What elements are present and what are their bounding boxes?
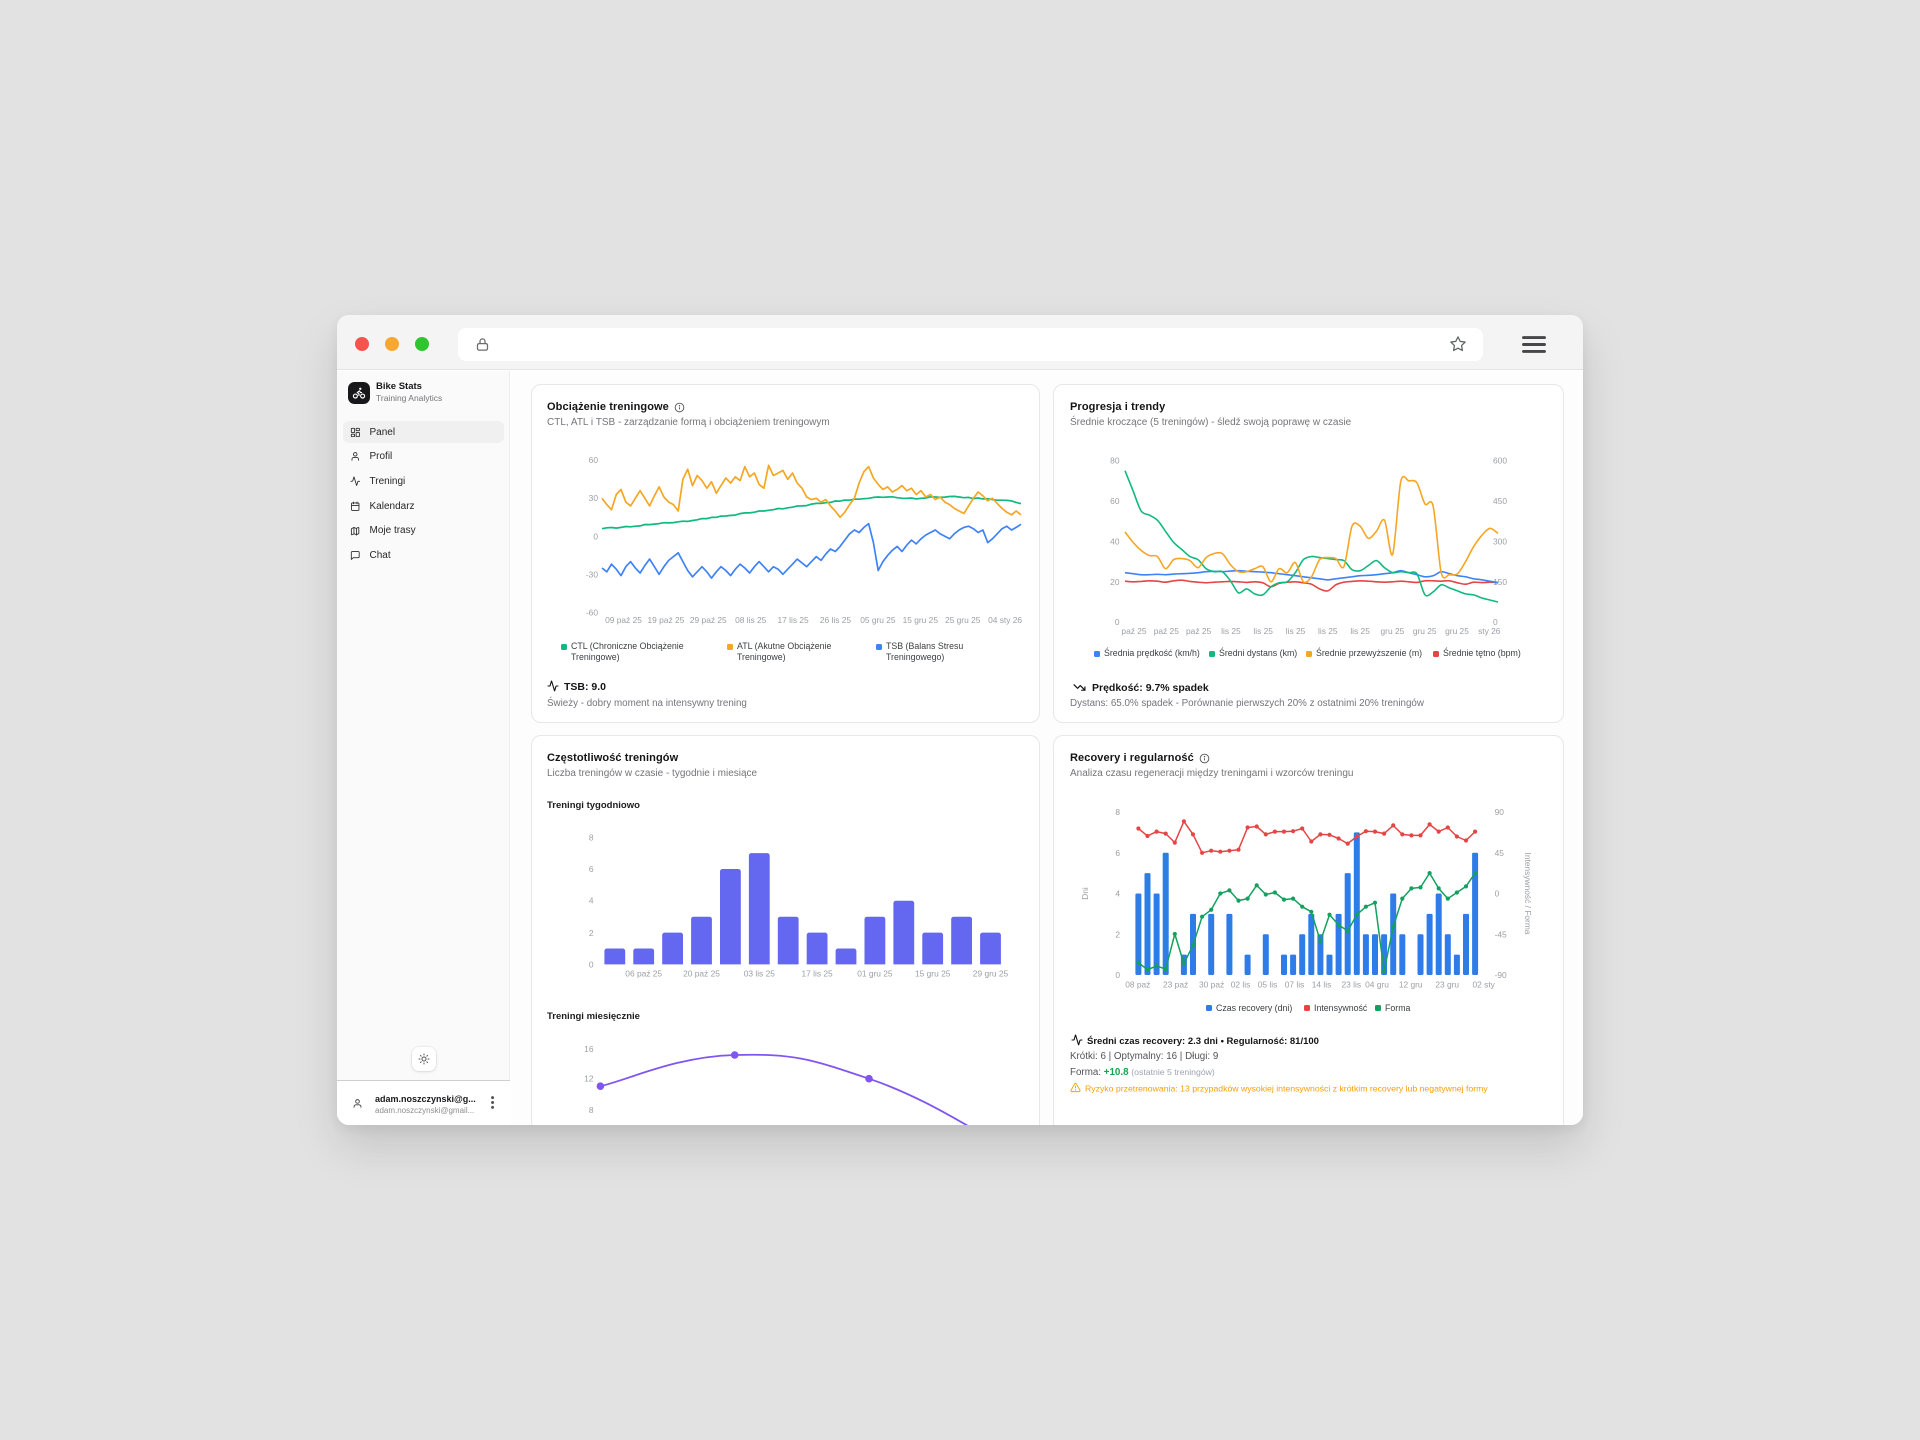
svg-text:300: 300 — [1493, 536, 1507, 546]
svg-text:12: 12 — [584, 1074, 594, 1084]
svg-text:sty 26: sty 26 — [1478, 626, 1501, 636]
svg-text:40: 40 — [1110, 536, 1120, 546]
svg-text:20 paź 25: 20 paź 25 — [683, 968, 720, 978]
svg-text:26 lis 25: 26 lis 25 — [820, 615, 852, 625]
svg-text:29 paź 25: 29 paź 25 — [690, 615, 727, 625]
svg-text:60: 60 — [589, 455, 599, 465]
svg-text:60: 60 — [1110, 496, 1120, 506]
svg-text:0: 0 — [1495, 889, 1500, 899]
svg-text:04 gru: 04 gru — [1365, 980, 1389, 990]
svg-text:lis 25: lis 25 — [1221, 626, 1241, 636]
svg-text:30 paź: 30 paź — [1199, 980, 1224, 990]
svg-text:4: 4 — [589, 895, 594, 905]
svg-text:15 gru 25: 15 gru 25 — [915, 968, 951, 978]
svg-text:12 gru: 12 gru — [1399, 980, 1423, 990]
svg-text:8: 8 — [589, 832, 594, 842]
svg-text:0: 0 — [1493, 617, 1498, 627]
svg-text:03 lis 25: 03 lis 25 — [744, 968, 776, 978]
svg-text:08 paź: 08 paź — [1125, 980, 1150, 990]
svg-text:01 gru 25: 01 gru 25 — [857, 968, 893, 978]
svg-text:15 gru 25: 15 gru 25 — [903, 615, 939, 625]
svg-text:paź 25: paź 25 — [1121, 626, 1146, 636]
svg-text:23 lis: 23 lis — [1342, 980, 1362, 990]
svg-text:45: 45 — [1495, 848, 1505, 858]
svg-text:23 gru: 23 gru — [1435, 980, 1459, 990]
svg-text:30: 30 — [589, 493, 599, 503]
svg-text:Dni: Dni — [1080, 887, 1090, 900]
svg-text:90: 90 — [1495, 807, 1505, 817]
svg-text:gru 25: gru 25 — [1413, 626, 1437, 636]
svg-text:4: 4 — [1115, 889, 1120, 899]
svg-text:09 paź 25: 09 paź 25 — [605, 615, 642, 625]
svg-text:0: 0 — [589, 959, 594, 969]
svg-text:6: 6 — [589, 864, 594, 874]
svg-text:05 gru 25: 05 gru 25 — [860, 615, 896, 625]
svg-text:02 lis: 02 lis — [1231, 980, 1251, 990]
svg-text:23 paź: 23 paź — [1163, 980, 1188, 990]
svg-text:2: 2 — [1115, 929, 1120, 939]
svg-text:gru 25: gru 25 — [1381, 626, 1405, 636]
svg-text:-45: -45 — [1495, 929, 1507, 939]
svg-text:2: 2 — [589, 928, 594, 938]
svg-text:17 lis 25: 17 lis 25 — [801, 968, 833, 978]
svg-text:lis 25: lis 25 — [1350, 626, 1370, 636]
svg-text:lis 25: lis 25 — [1318, 626, 1338, 636]
svg-text:600: 600 — [1493, 456, 1507, 466]
svg-text:Intensywność / Forma: Intensywność / Forma — [1523, 853, 1533, 935]
svg-text:08 lis 25: 08 lis 25 — [735, 615, 767, 625]
svg-text:25 gru 25: 25 gru 25 — [945, 615, 981, 625]
svg-text:8: 8 — [589, 1105, 594, 1115]
svg-text:05 lis: 05 lis — [1258, 980, 1278, 990]
svg-text:14 lis: 14 lis — [1312, 980, 1332, 990]
svg-text:-30: -30 — [586, 570, 598, 580]
svg-text:17 lis 25: 17 lis 25 — [777, 615, 809, 625]
svg-text:07 lis: 07 lis — [1285, 980, 1305, 990]
svg-text:6: 6 — [1115, 848, 1120, 858]
svg-text:29 gru 25: 29 gru 25 — [973, 968, 1009, 978]
svg-text:gru 25: gru 25 — [1445, 626, 1469, 636]
svg-text:80: 80 — [1110, 456, 1120, 466]
svg-text:02 sty: 02 sty — [1473, 980, 1496, 990]
svg-text:8: 8 — [1115, 807, 1120, 817]
svg-text:-90: -90 — [1495, 970, 1507, 980]
svg-text:-60: -60 — [586, 608, 598, 618]
svg-text:450: 450 — [1493, 496, 1507, 506]
svg-text:04 sty 26: 04 sty 26 — [988, 615, 1022, 625]
svg-text:lis 25: lis 25 — [1286, 626, 1306, 636]
svg-text:paź 25: paź 25 — [1186, 626, 1211, 636]
svg-text:20: 20 — [1110, 577, 1120, 587]
svg-text:0: 0 — [1115, 970, 1120, 980]
svg-text:19 paź 25: 19 paź 25 — [648, 615, 685, 625]
svg-text:0: 0 — [593, 531, 598, 541]
svg-text:06 paź 25: 06 paź 25 — [625, 968, 662, 978]
svg-text:0: 0 — [1115, 617, 1120, 627]
svg-text:16: 16 — [584, 1044, 594, 1054]
svg-text:150: 150 — [1493, 577, 1507, 587]
svg-text:paź 25: paź 25 — [1154, 626, 1179, 636]
svg-text:lis 25: lis 25 — [1253, 626, 1273, 636]
